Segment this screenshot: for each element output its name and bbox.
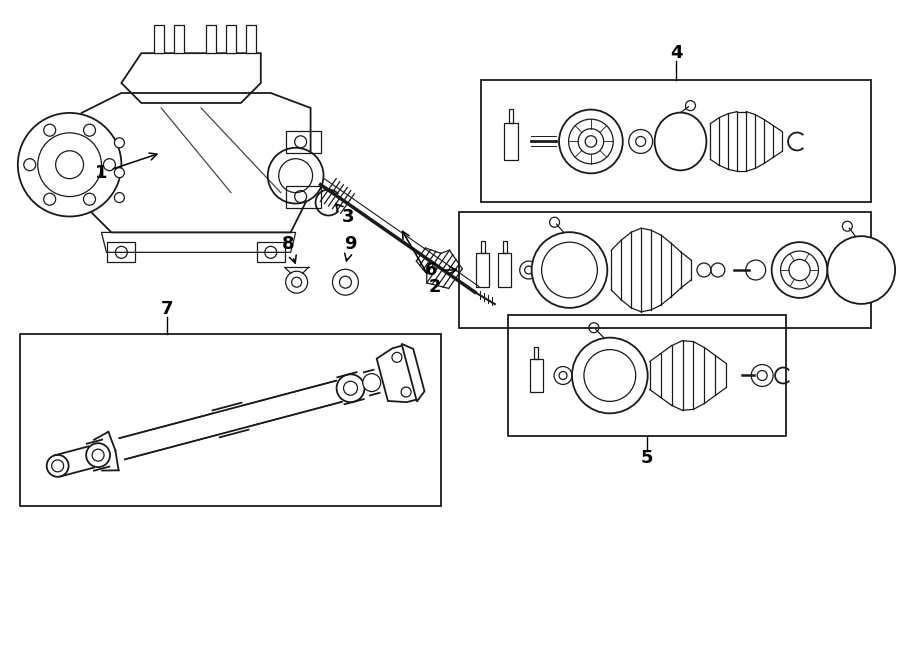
Text: 5: 5 (641, 449, 653, 467)
Bar (476, 253, 490, 287)
Bar (530, 359, 543, 393)
Bar (285, 131, 320, 153)
Text: 7: 7 (161, 301, 174, 318)
Bar (175, 25, 184, 53)
Text: 6: 6 (425, 261, 456, 279)
Bar (206, 25, 216, 53)
Polygon shape (377, 345, 418, 402)
Circle shape (532, 232, 608, 308)
Circle shape (559, 110, 623, 173)
Circle shape (771, 242, 827, 298)
Circle shape (285, 271, 308, 293)
Bar (508, 314, 786, 436)
Circle shape (752, 365, 773, 387)
Bar (535, 347, 538, 359)
Circle shape (337, 374, 365, 402)
Text: 1: 1 (95, 153, 157, 181)
Bar (459, 213, 871, 328)
Bar (107, 242, 135, 262)
Bar (256, 242, 284, 262)
Circle shape (363, 373, 381, 391)
Circle shape (18, 113, 122, 216)
Circle shape (827, 236, 896, 304)
Text: 3: 3 (336, 204, 355, 226)
Text: 2: 2 (402, 231, 441, 296)
Circle shape (86, 443, 110, 467)
Text: 9: 9 (344, 236, 356, 261)
Circle shape (114, 167, 124, 177)
Bar (226, 25, 236, 53)
Bar (482, 81, 871, 203)
Polygon shape (401, 344, 425, 402)
Bar (509, 109, 513, 122)
Bar (285, 185, 320, 207)
Bar (154, 25, 164, 53)
Bar (246, 25, 256, 53)
Bar (504, 122, 518, 160)
Text: 8: 8 (283, 236, 296, 263)
Text: 4: 4 (670, 44, 682, 62)
Bar (481, 241, 485, 253)
Circle shape (114, 138, 124, 148)
Bar (20, 334, 441, 506)
Circle shape (114, 193, 124, 203)
Circle shape (572, 338, 648, 413)
Circle shape (268, 148, 323, 203)
Bar (499, 253, 511, 287)
Circle shape (746, 260, 766, 280)
Bar (503, 241, 507, 253)
